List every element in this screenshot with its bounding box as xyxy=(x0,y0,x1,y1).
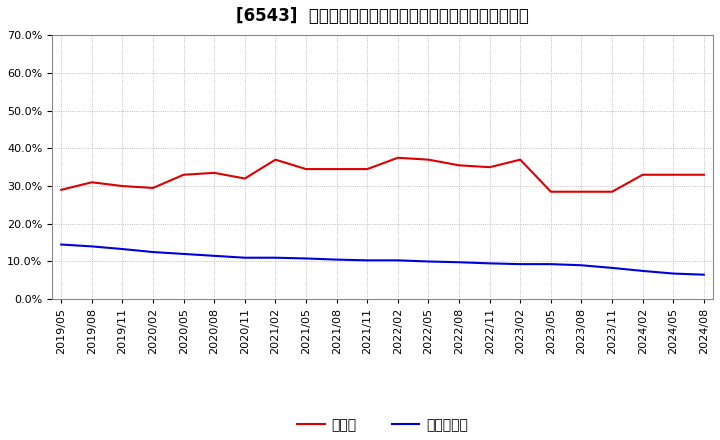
有利子負債 xyxy=(302,256,310,261)
有利子負債 xyxy=(363,258,372,263)
有利子負債 xyxy=(577,263,586,268)
有利子負債 xyxy=(57,242,66,247)
有利子負債 xyxy=(608,265,616,271)
現預金 xyxy=(485,165,494,170)
現預金 xyxy=(700,172,708,177)
現預金 xyxy=(210,170,219,176)
有利子負債 xyxy=(424,259,433,264)
Line: 現預金: 現預金 xyxy=(61,158,704,192)
有利子負債 xyxy=(149,249,158,255)
現預金 xyxy=(394,155,402,161)
有利子負債 xyxy=(516,261,525,267)
有利子負債 xyxy=(700,272,708,277)
現預金 xyxy=(118,183,127,189)
現預金 xyxy=(639,172,647,177)
現預金 xyxy=(546,189,555,194)
現預金 xyxy=(240,176,249,181)
現預金 xyxy=(333,166,341,172)
有利子負債 xyxy=(394,258,402,263)
有利子負債 xyxy=(639,268,647,274)
現預金 xyxy=(455,163,464,168)
現預金 xyxy=(577,189,586,194)
Title: [6543]  現預金、有利子負債の総資産に対する比率の推移: [6543] 現預金、有利子負債の総資産に対する比率の推移 xyxy=(236,7,529,26)
有利子負債 xyxy=(485,261,494,266)
有利子負債 xyxy=(669,271,678,276)
現預金 xyxy=(57,187,66,192)
有利子負債 xyxy=(179,251,188,257)
現預金 xyxy=(149,185,158,191)
有利子負債 xyxy=(118,246,127,252)
有利子負債 xyxy=(546,261,555,267)
現預金 xyxy=(363,166,372,172)
有利子負債 xyxy=(271,255,280,260)
現預金 xyxy=(608,189,616,194)
有利子負債 xyxy=(88,244,96,249)
現預金 xyxy=(271,157,280,162)
現預金 xyxy=(669,172,678,177)
有利子負債 xyxy=(333,257,341,262)
有利子負債 xyxy=(455,260,464,265)
有利子負債 xyxy=(240,255,249,260)
現預金 xyxy=(88,180,96,185)
現預金 xyxy=(424,157,433,162)
現預金 xyxy=(516,157,525,162)
現預金 xyxy=(302,166,310,172)
現預金 xyxy=(179,172,188,177)
Legend: 現預金, 有利子負債: 現預金, 有利子負債 xyxy=(292,412,474,437)
Line: 有利子負債: 有利子負債 xyxy=(61,245,704,275)
有利子負債 xyxy=(210,253,219,258)
